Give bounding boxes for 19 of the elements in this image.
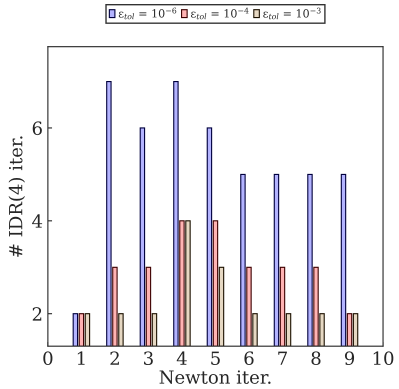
y-axis-title: # IDR(4) iter. [8,136,26,257]
x-tick-label: 2 [110,351,119,365]
x-tick-label: 0 [43,351,52,366]
x-tick-label: 5 [211,352,220,366]
y-tick-label: 4 [32,214,42,228]
x-tick-label: 7 [278,352,287,365]
legend-label: ε$_{tol}$ = 10$^{−6}$ [118,8,176,20]
x-tick-label: 3 [144,351,153,366]
x-tick-label: 8 [311,351,321,366]
x-tick-label: 1 [78,351,85,365]
x-axis-title: Newton iter. [160,370,271,384]
legend-label: ε$_{tol}$ = 10$^{−3}$ [263,8,321,20]
x-tick-label: 6 [244,351,254,366]
legend-label: ε$_{tol}$ = 10$^{−4}$ [191,8,249,20]
y-tick-label: 2 [32,307,42,321]
x-tick-label: 4 [176,351,187,365]
x-tick-label: 10 [374,351,394,366]
y-tick-label: 6 [32,121,42,136]
x-tick-label: 9 [344,351,354,366]
